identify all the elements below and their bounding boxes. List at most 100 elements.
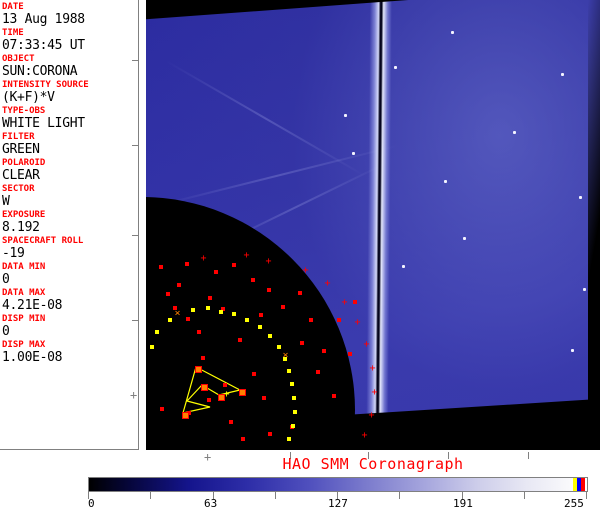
yellow-marker — [293, 410, 297, 414]
red-marker — [173, 306, 177, 310]
colorbar-ticks — [88, 492, 588, 500]
metadata-value: W — [2, 194, 10, 209]
metadata-label: DISP MAX — [2, 340, 46, 350]
red-marker — [159, 265, 163, 269]
star-point — [444, 180, 447, 183]
red-marker — [267, 288, 271, 292]
star-point — [463, 237, 466, 240]
metadata-value: 0 — [2, 324, 10, 339]
red-marker — [322, 349, 326, 353]
red-cross-marker: + — [324, 278, 331, 289]
red-marker — [316, 370, 320, 374]
metadata-label: TIME — [2, 28, 24, 38]
yellow-marker — [150, 345, 154, 349]
orange-x-marker: × — [174, 308, 181, 319]
metadata-label: OBJECT — [2, 54, 35, 64]
red-marker — [197, 330, 201, 334]
red-marker — [208, 296, 212, 300]
star-point — [451, 31, 454, 34]
axis-tick-bottom — [368, 452, 369, 459]
red-cross-marker: + — [354, 317, 361, 328]
yellow-stripe — [573, 478, 577, 491]
metadata-row: DATA MAX 4.21E-08 — [2, 288, 138, 313]
colorbar-tick-label: 127 — [328, 497, 348, 510]
yellow-marker — [268, 334, 272, 338]
metadata-value: SUN:CORONA — [2, 64, 78, 79]
colorbar-tick — [213, 492, 214, 499]
axis-tick-bottom-plus: + — [204, 450, 212, 464]
metadata-row: DISP MAX 1.00E-08 — [2, 340, 138, 365]
yellow-marker — [219, 310, 223, 314]
metadata-value: 13 Aug 1988 — [2, 12, 85, 27]
axis-tick-left — [132, 320, 139, 321]
yellow-marker — [283, 357, 287, 361]
axis-tick-left — [132, 145, 139, 146]
red-marker — [229, 420, 233, 424]
polygon-vertex — [239, 389, 246, 396]
yellow-marker — [287, 369, 291, 373]
metadata-row: DATE 13 Aug 1988 — [2, 2, 138, 27]
red-marker — [337, 318, 341, 322]
star-point — [571, 349, 574, 352]
red-marker — [300, 341, 304, 345]
red-marker — [214, 270, 218, 274]
axis-tick-left — [132, 235, 139, 236]
metadata-value: (K+F)*V — [2, 90, 55, 105]
red-marker — [185, 262, 189, 266]
red-marker — [177, 283, 181, 287]
red-cross-marker: + — [369, 363, 376, 374]
polygon-vertex — [195, 366, 202, 373]
red-cross-marker: + — [371, 387, 378, 398]
red-marker — [221, 307, 225, 311]
colorbar-ramp — [89, 478, 587, 491]
marker-overlay: + + + + + + + + + + + + × × + — [146, 0, 600, 450]
red-marker — [251, 278, 255, 282]
yellow-marker — [232, 312, 236, 316]
yellow-marker — [191, 308, 195, 312]
metadata-label: SECTOR — [2, 184, 35, 194]
metadata-value: GREEN — [2, 142, 40, 157]
metadata-row: INTENSITY SOURCE (K+F)*V — [2, 80, 138, 105]
metadata-row: SPACECRAFT ROLL -19 — [2, 236, 138, 261]
red-marker — [309, 318, 313, 322]
blue-stripe — [577, 478, 581, 491]
yellow-plus-marker: + — [223, 389, 230, 400]
colorbar[interactable] — [88, 477, 588, 492]
metadata-label: POLAROID — [2, 158, 46, 168]
colorbar-tick-label: 255 — [564, 497, 584, 510]
red-marker — [160, 407, 164, 411]
red-marker — [252, 372, 256, 376]
metadata-value: 07:33:45 UT — [2, 38, 85, 53]
red-cross-marker: + — [302, 265, 309, 276]
red-marker — [201, 356, 205, 360]
orange-x-marker: × — [282, 350, 289, 361]
metadata-value: 8.192 — [2, 220, 40, 235]
axis-tick-bottom — [290, 452, 291, 459]
star-point — [344, 114, 347, 117]
metadata-label: INTENSITY SOURCE — [2, 80, 89, 90]
yellow-marker — [277, 345, 281, 349]
red-cross-marker: + — [243, 250, 250, 261]
metadata-value: 0 — [2, 272, 10, 287]
yellow-marker — [292, 396, 296, 400]
red-cross-marker: + — [363, 339, 370, 350]
polygon-vertex — [182, 412, 189, 419]
red-marker — [241, 437, 245, 441]
red-marker — [353, 300, 357, 304]
metadata-row: FILTER GREEN — [2, 132, 138, 157]
red-cross-marker: + — [361, 430, 368, 441]
metadata-row: EXPOSURE 8.192 — [2, 210, 138, 235]
axis-tick-bottom — [448, 452, 449, 459]
star-point — [583, 288, 586, 291]
metadata-row: DATA MIN 0 — [2, 262, 138, 287]
red-marker — [268, 432, 272, 436]
yellow-marker — [245, 318, 249, 322]
coronagraph-image[interactable]: + + + + + + + + + + + + × × + — [146, 0, 600, 450]
colorbar-minor-tick — [150, 492, 151, 499]
star-point — [352, 152, 355, 155]
star-point — [561, 73, 564, 76]
metadata-label: DATE — [2, 2, 24, 12]
metadata-label: TYPE-OBS — [2, 106, 46, 116]
colorbar-minor-tick — [275, 492, 276, 499]
star-point — [394, 66, 397, 69]
